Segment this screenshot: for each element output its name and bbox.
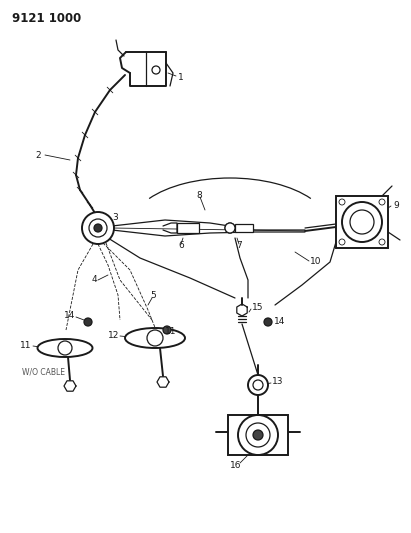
Text: 10: 10 [310, 257, 321, 266]
Text: 7: 7 [236, 240, 242, 249]
Circle shape [163, 326, 171, 334]
Text: 11: 11 [20, 341, 32, 350]
Text: 5: 5 [150, 290, 156, 300]
Text: 16: 16 [230, 461, 242, 470]
Circle shape [89, 219, 107, 237]
Text: 11: 11 [165, 327, 176, 336]
Circle shape [147, 330, 163, 346]
Circle shape [84, 318, 92, 326]
Text: 15: 15 [252, 303, 263, 312]
Circle shape [58, 341, 72, 355]
Text: 8: 8 [196, 190, 202, 199]
Circle shape [339, 199, 345, 205]
Circle shape [253, 380, 263, 390]
Circle shape [379, 199, 385, 205]
Ellipse shape [37, 339, 92, 357]
Circle shape [379, 239, 385, 245]
Circle shape [342, 202, 382, 242]
Text: 6: 6 [178, 240, 184, 249]
Circle shape [248, 375, 268, 395]
Circle shape [264, 318, 272, 326]
FancyBboxPatch shape [228, 415, 288, 455]
Text: 2: 2 [35, 150, 41, 159]
Circle shape [350, 210, 374, 234]
Circle shape [82, 212, 114, 244]
Text: 9: 9 [393, 200, 399, 209]
Circle shape [246, 423, 270, 447]
Circle shape [94, 224, 102, 232]
Text: 12: 12 [108, 330, 119, 340]
FancyBboxPatch shape [235, 224, 253, 232]
Text: 1: 1 [178, 74, 184, 83]
Text: W/O CABLE: W/O CABLE [22, 367, 65, 376]
FancyBboxPatch shape [177, 223, 199, 233]
Circle shape [339, 239, 345, 245]
Circle shape [238, 415, 278, 455]
Circle shape [253, 430, 263, 440]
FancyBboxPatch shape [336, 196, 388, 248]
Text: 3: 3 [112, 214, 118, 222]
Text: 4: 4 [92, 276, 98, 285]
Circle shape [152, 66, 160, 74]
Text: 13: 13 [272, 377, 284, 386]
Text: 9121 1000: 9121 1000 [12, 12, 81, 25]
Text: 14: 14 [274, 318, 285, 327]
Circle shape [225, 223, 235, 233]
Ellipse shape [125, 328, 185, 348]
Text: 14: 14 [64, 311, 75, 320]
Circle shape [225, 223, 235, 233]
